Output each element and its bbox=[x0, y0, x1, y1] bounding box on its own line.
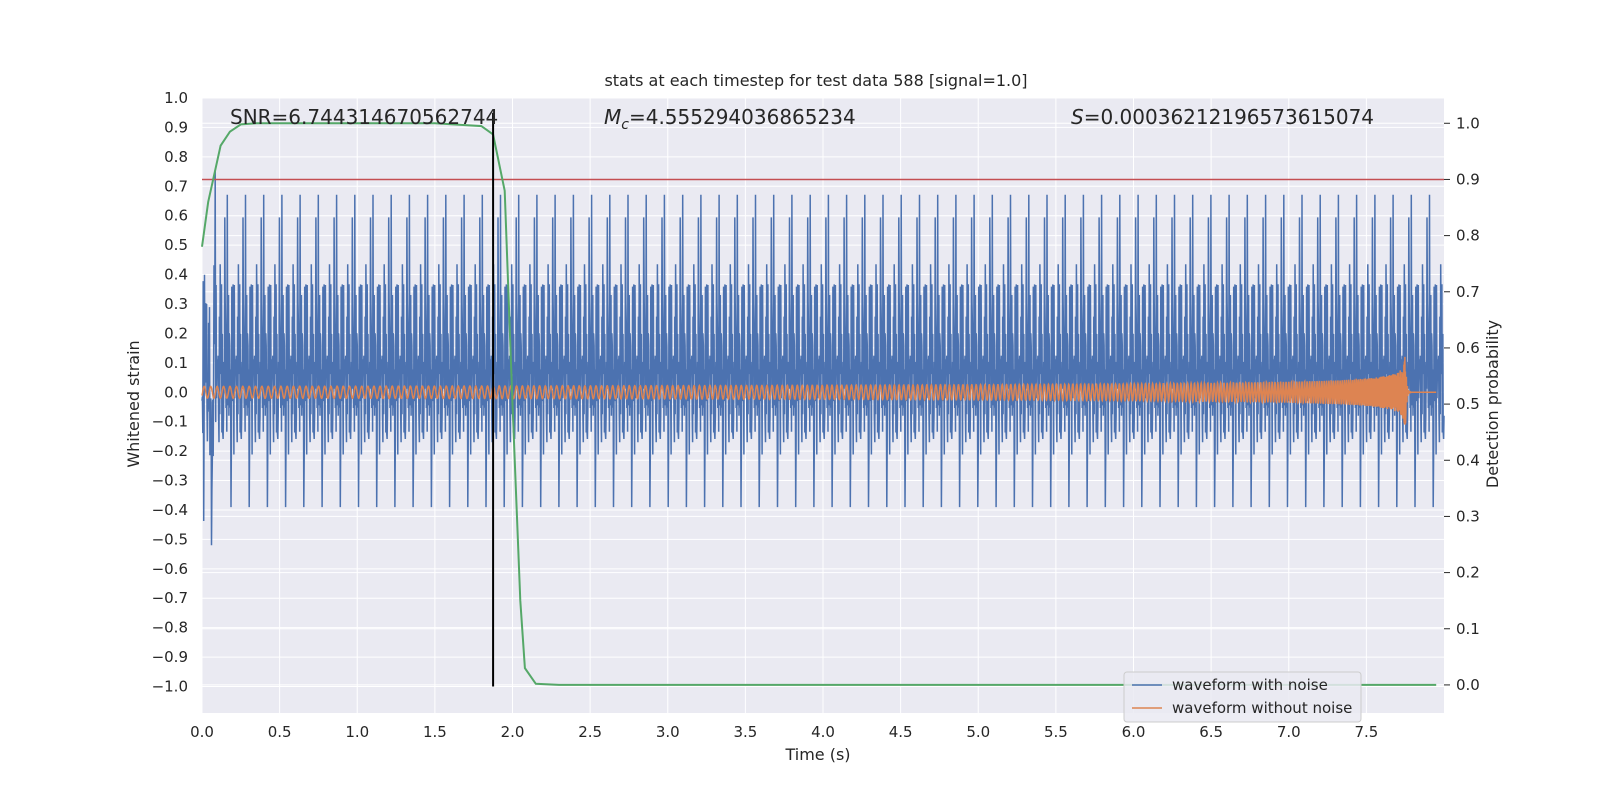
y-right-tick-label: 0.1 bbox=[1456, 620, 1480, 638]
y-right-tick-label: 0.3 bbox=[1456, 507, 1480, 525]
y-axis-label: Whitened strain bbox=[124, 340, 143, 467]
y-tick-label: −0.6 bbox=[152, 560, 188, 578]
x-tick-label: 2.0 bbox=[501, 723, 525, 741]
y-right-tick-label: 1.0 bbox=[1456, 114, 1480, 132]
x-tick-label: 6.0 bbox=[1122, 723, 1146, 741]
y-right-tick-label: 0.9 bbox=[1456, 170, 1480, 188]
y-tick-label: −0.3 bbox=[152, 472, 188, 490]
y-tick-label: 0.5 bbox=[164, 236, 188, 254]
x-tick-label: 5.5 bbox=[1044, 723, 1068, 741]
x-tick-label: 3.5 bbox=[733, 723, 757, 741]
y-right-tick-label: 0.0 bbox=[1456, 676, 1480, 694]
y-tick-label: 0.4 bbox=[164, 266, 188, 284]
s-value: =0.00036212196573615074 bbox=[1084, 105, 1374, 129]
x-axis-label: Time (s) bbox=[784, 745, 850, 764]
snr-annotation: SNR=6.744314670562744 bbox=[230, 105, 498, 129]
x-tick-label: 7.5 bbox=[1354, 723, 1378, 741]
y-tick-label: 0.2 bbox=[164, 324, 188, 342]
chirp-mass-annotation: Mc=4.555294036865234 bbox=[604, 105, 856, 133]
chart-title: stats at each timestep for test data 588… bbox=[604, 71, 1027, 90]
x-tick-label: 6.5 bbox=[1199, 723, 1223, 741]
x-tick-label: 7.0 bbox=[1277, 723, 1301, 741]
y-right-tick-label: 0.7 bbox=[1456, 283, 1480, 301]
y-tick-label: 0.0 bbox=[164, 383, 188, 401]
y-tick-label: −0.8 bbox=[152, 619, 188, 637]
y-right-tick-label: 0.4 bbox=[1456, 451, 1480, 469]
y-tick-label: −0.1 bbox=[152, 413, 188, 431]
y-tick-label: −0.2 bbox=[152, 442, 188, 460]
y-tick-label: 0.9 bbox=[164, 118, 188, 136]
y-tick-labels: 1.0 0.9 0.8 0.7 0.6 0.5 0.4 0.3 0.2 0.1 0.0 −0.1 −0.… bbox=[152, 89, 188, 696]
legend-label-noise: waveform with noise bbox=[1172, 676, 1328, 694]
series-waveform-with-noise bbox=[201, 169, 1445, 546]
x-tick-label: 2.5 bbox=[578, 723, 602, 741]
chirp-mass-symbol: M bbox=[604, 105, 621, 129]
legend-label-clean: waveform without noise bbox=[1172, 699, 1352, 717]
series-waveform-without-noise bbox=[201, 356, 1437, 425]
x-tick-label: 0.0 bbox=[190, 723, 214, 741]
x-tick-labels: 0.0 0.5 1.0 1.5 2.0 2.5 3.0 3.5 4.0 4.5 5.0 5.5 6.0 6… bbox=[190, 723, 1378, 741]
y-tick-label: −0.7 bbox=[152, 589, 188, 607]
x-tick-label: 4.5 bbox=[889, 723, 913, 741]
y-right-tick-label: 0.2 bbox=[1456, 564, 1480, 582]
x-tick-label: 3.0 bbox=[656, 723, 680, 741]
series-layer bbox=[201, 112, 1445, 687]
x-tick-label: 1.5 bbox=[423, 723, 447, 741]
y-tick-label: 0.3 bbox=[164, 295, 188, 313]
y-right-tick-label: 0.6 bbox=[1456, 339, 1480, 357]
series-detection-probability bbox=[201, 122, 1437, 686]
x-tick-label: 5.0 bbox=[966, 723, 990, 741]
x-tick-label: 4.0 bbox=[811, 723, 835, 741]
y-tick-label: 0.8 bbox=[164, 148, 188, 166]
y-tick-label: 0.7 bbox=[164, 177, 188, 195]
chirp-mass-value: =4.555294036865234 bbox=[629, 105, 856, 129]
y-tick-label: 0.1 bbox=[164, 354, 188, 372]
legend-box bbox=[1123, 671, 1362, 723]
s-symbol: S bbox=[1071, 105, 1084, 129]
s-annotation: S=0.00036212196573615074 bbox=[1071, 105, 1374, 129]
y-tick-label: −0.5 bbox=[152, 530, 188, 548]
y-tick-label: 1.0 bbox=[164, 89, 188, 107]
y-tick-label: −0.9 bbox=[152, 648, 188, 666]
legend: waveform with noise waveform without noi… bbox=[1123, 671, 1362, 723]
x-tick-label: 0.5 bbox=[268, 723, 292, 741]
y-right-tick-label: 0.5 bbox=[1456, 395, 1480, 413]
x-tick-label: 1.0 bbox=[345, 723, 369, 741]
y-right-tick-labels: 1.0 0.9 0.8 0.7 0.6 0.5 0.4 0.3 0.2 0.1 0.0 bbox=[1444, 114, 1480, 694]
y-tick-label: −0.4 bbox=[152, 501, 188, 519]
y-tick-label: −1.0 bbox=[152, 678, 188, 696]
y-tick-label: 0.6 bbox=[164, 207, 188, 225]
y-right-axis-label: Detection probability bbox=[1483, 320, 1502, 488]
y-right-tick-label: 0.8 bbox=[1456, 227, 1480, 245]
chirp-mass-subscript: c bbox=[621, 117, 629, 133]
